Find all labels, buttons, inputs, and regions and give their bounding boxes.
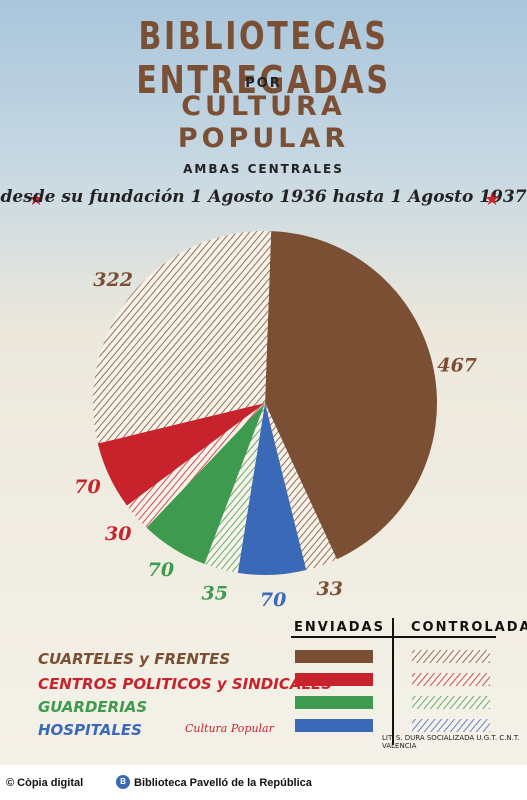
- legend-swatch-sent: [295, 696, 373, 709]
- pie-slice: [237, 403, 307, 575]
- org-name-line1: CULTURA: [181, 91, 346, 122]
- poster: 467 33 70 35 70 30 70 322 BIBLIOTECAS ENTREGADA…: [0, 0, 527, 765]
- printer-credit: LIT. S. DURA SOCIALIZADA U.G.T. C.N.T. V…: [382, 734, 520, 750]
- pie-slice: [146, 403, 265, 565]
- library-logo-icon: B: [116, 775, 130, 789]
- footer-library: Biblioteca Pavelló de la República: [134, 777, 312, 789]
- slice-value-label: 70: [74, 476, 100, 498]
- star-icon: ★: [28, 189, 45, 210]
- legend-category-guarderias: GUARDERIAS: [38, 698, 148, 716]
- slice-value-label: 33: [316, 578, 342, 600]
- legend-category-cuarteles: CUARTELES y FRENTES: [38, 650, 231, 668]
- legend-swatch-controlled: [412, 650, 490, 663]
- por-label: POR: [245, 76, 282, 91]
- star-icon: ★: [484, 189, 501, 210]
- legend-category-hospitales: HOSPITALES: [38, 721, 142, 739]
- pie-slice: [204, 403, 265, 573]
- legend-swatch-sent: [295, 673, 373, 686]
- pie-slice: [93, 231, 272, 444]
- pie-slice: [265, 231, 438, 560]
- legend-swatch-sent: [295, 650, 373, 663]
- pie-slice: [265, 403, 337, 570]
- slice-value-label: 322: [93, 269, 133, 291]
- legend-swatch-controlled: [412, 673, 490, 686]
- subtitle: AMBAS CENTRALES: [183, 162, 344, 176]
- cultura-popular-logo: Cultura Popular: [185, 722, 274, 735]
- pie-slice: [126, 403, 265, 528]
- poster-title: BIBLIOTECAS ENTREGADAS: [136, 14, 391, 102]
- period-text: desde su fundación 1 Agosto 1936 hasta 1…: [0, 187, 527, 207]
- org-name-line2: POPULAR: [177, 123, 350, 154]
- legend-swatch-sent: [295, 719, 373, 732]
- slice-value-label: 35: [202, 582, 228, 604]
- legend-header-sent: ENVIADAS: [294, 620, 385, 635]
- slice-value-label: 70: [260, 589, 286, 611]
- slice-value-label: 467: [437, 355, 477, 377]
- slice-value-label: 30: [105, 523, 131, 545]
- slice-value-label: 70: [148, 559, 174, 581]
- footer-copyright: © Còpia digital: [6, 777, 84, 789]
- pie-chart: 467 33 70 35 70 30 70 322: [74, 231, 496, 745]
- legend-header-controlled: CONTROLADAS: [411, 620, 527, 635]
- legend-swatch-controlled: [412, 719, 490, 732]
- footer: [0, 765, 527, 800]
- legend-swatch-controlled: [412, 696, 490, 709]
- pie-slice: [97, 403, 265, 506]
- legend-category-centros: CENTROS POLITICOS y SINDICALES: [38, 675, 333, 693]
